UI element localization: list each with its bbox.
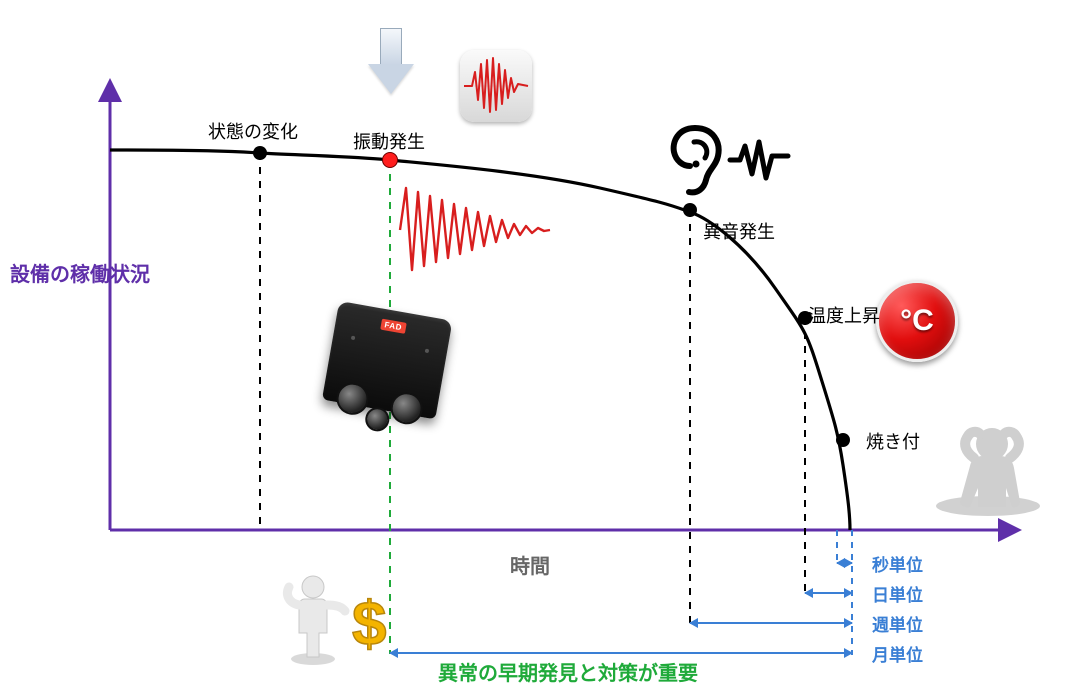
seismograph-icon	[460, 50, 532, 122]
timescale-days: 日単位	[872, 581, 923, 606]
timescale-weeks: 週単位	[872, 611, 923, 636]
vibration-label: 振動発生	[353, 128, 425, 154]
timescale-arrow-seconds	[837, 562, 852, 564]
point-vibration	[383, 153, 398, 168]
timescale-arrow-days	[805, 592, 852, 594]
point-change	[253, 146, 267, 160]
temperature-symbol: °C	[900, 304, 934, 338]
x-axis-label: 時間	[510, 550, 550, 579]
degradation-curve	[110, 150, 850, 530]
noise-label: 異音発生	[703, 218, 775, 244]
change-label: 状態の変化	[208, 118, 298, 144]
vibration-wave-icon	[400, 188, 550, 270]
bottom-message: 異常の早期発見と対策が重要	[438, 657, 698, 686]
dollar-icon: $	[352, 590, 386, 659]
despair-figure-icon	[936, 428, 1040, 516]
sensor-device-icon: FAD	[318, 301, 452, 439]
ear-icon	[674, 128, 788, 192]
diagram-canvas: $ FAD °C 設備の稼働状況 時間 状態の変化 振動発生 異音発生 温度上昇…	[0, 0, 1066, 697]
money-figure-icon	[287, 576, 345, 665]
temp-label: 温度上昇	[808, 302, 880, 328]
timescale-arrow-months	[390, 652, 852, 654]
timescale-seconds: 秒単位	[872, 551, 923, 576]
timescale-arrow-weeks	[690, 622, 852, 624]
seizure-label: 焼き付	[866, 428, 920, 454]
point-seizure	[836, 433, 850, 447]
y-axis-label: 設備の稼働状況	[10, 258, 150, 287]
down-arrow-icon	[368, 28, 414, 98]
timescale-months: 月単位	[872, 641, 923, 666]
point-noise	[683, 203, 697, 217]
temperature-icon: °C	[876, 280, 958, 362]
